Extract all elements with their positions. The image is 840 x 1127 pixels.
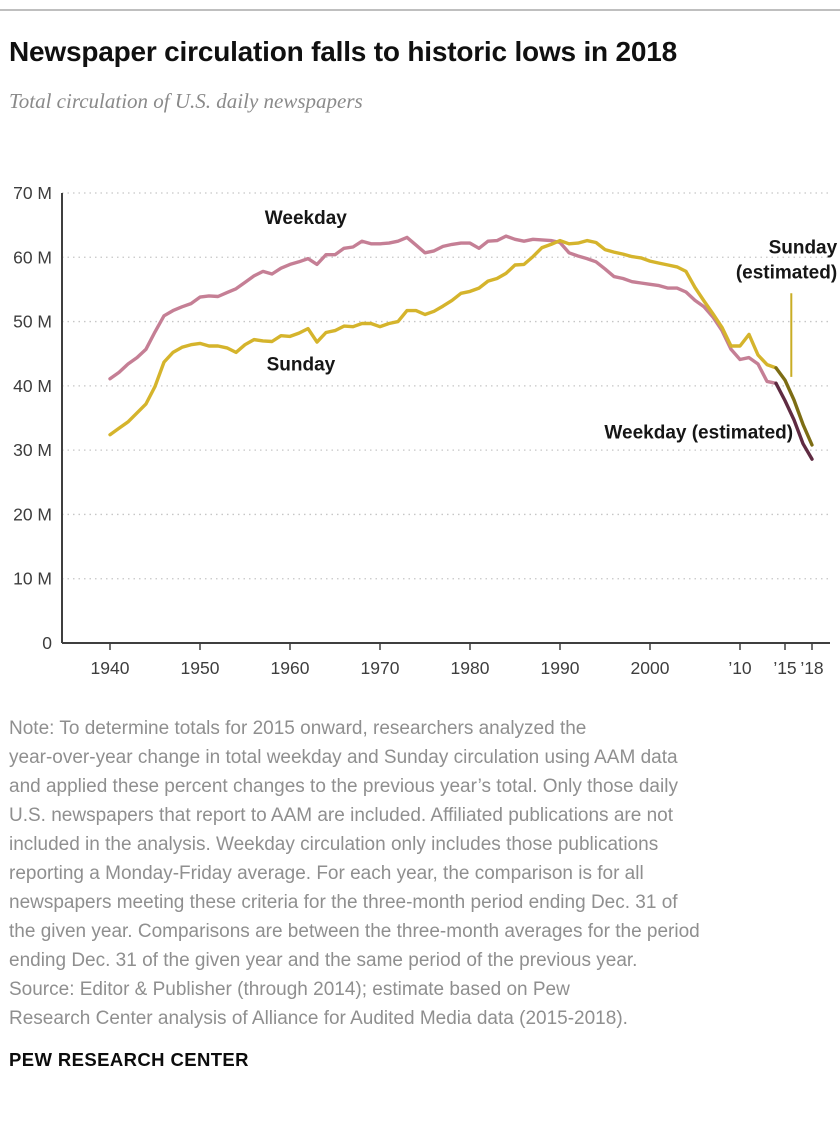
- x-tick-label-1970: 1970: [361, 658, 400, 678]
- x-tick-label-1980: 1980: [451, 658, 490, 678]
- header: Newspaper circulation falls to historic …: [0, 35, 840, 114]
- circulation-line-chart: 70 M 60 M 50 M 40 M 30 M 20 M 10 M 0 1940 1950 196…: [13, 183, 838, 678]
- note-text: Note: To determine totals for 2015 onwar…: [9, 718, 700, 971]
- x-tick-label-2000: 2000: [631, 658, 670, 678]
- source-text: Source: Editor & Publisher (through 2014…: [9, 979, 628, 1029]
- y-tick-label-30: 30 M: [13, 440, 52, 460]
- x-tick-label-1990: 1990: [541, 658, 580, 678]
- y-tick-label-40: 40 M: [13, 376, 52, 396]
- x-tick-label-1940: 1940: [91, 658, 130, 678]
- pew-chart-page: Newspaper circulation falls to historic …: [0, 9, 840, 1071]
- annotation-weekday: Weekday: [265, 208, 347, 229]
- x-tick-label-1960: 1960: [271, 658, 310, 678]
- footnotes: Note: To determine totals for 2015 onwar…: [0, 714, 840, 1071]
- y-tick-label-70: 70 M: [13, 183, 52, 203]
- top-border-rule: [0, 9, 840, 11]
- y-tick-label-50: 50 M: [13, 312, 52, 332]
- y-tick-label-10: 10 M: [13, 569, 52, 589]
- annotation-sunday-estimated-: Sunday (estimated): [736, 237, 838, 283]
- y-tick-label-60: 60 M: [13, 247, 52, 267]
- y-tick-label-0: 0: [42, 633, 52, 653]
- y-tick-label-20: 20 M: [13, 504, 52, 524]
- series-line-sunday: [108, 238, 778, 437]
- series-line-sunday-estimated-: [774, 366, 814, 447]
- chart-subtitle: Total circulation of U.S. daily newspape…: [9, 89, 363, 113]
- x-tick-label-2018: ’18: [800, 658, 823, 678]
- page-title: Newspaper circulation falls to historic …: [9, 36, 678, 67]
- pew-research-center-wordmark: PEW RESEARCH CENTER: [9, 1049, 249, 1070]
- series-line-weekday-estimated-: [774, 381, 814, 461]
- series-line-weekday: [108, 234, 778, 385]
- x-tick-label-2010: ’10: [728, 658, 752, 678]
- annotation-weekday-estimated-: Weekday (estimated): [604, 423, 793, 444]
- x-tick-label-1950: 1950: [181, 658, 220, 678]
- annotation-sunday: Sunday: [267, 354, 336, 375]
- x-tick-label-2015: ’15: [773, 658, 796, 678]
